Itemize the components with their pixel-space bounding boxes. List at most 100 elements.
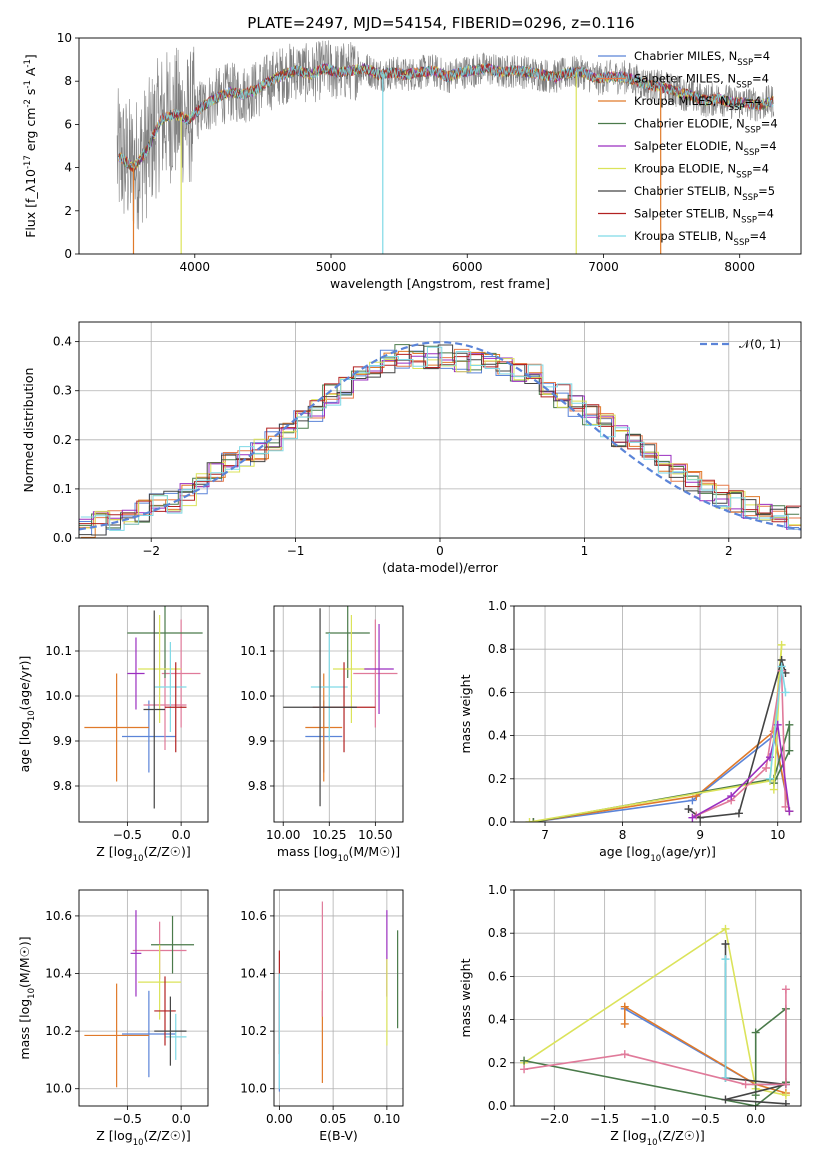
y-tick-label: 9.8 (53, 779, 72, 793)
axes-frame (78, 605, 209, 823)
weight-marker (721, 955, 730, 964)
y-tick-label: 0.3 (53, 384, 72, 398)
y-axis-label: mass weight (458, 958, 473, 1037)
axes-frame (78, 889, 209, 1107)
x-axis-label: Z [log10(Z/Z☉)] (610, 1128, 705, 1148)
legend-entry: Chabrier STELIB, NSSP​=5 (634, 184, 775, 203)
residual-histogram (80, 358, 801, 529)
weight-marker (620, 1002, 629, 1011)
residual-histogram (79, 344, 800, 536)
y-tick-label: 0 (64, 247, 72, 261)
y-tick-label: 10.4 (240, 967, 267, 981)
x-tick-label: −1 (287, 544, 305, 558)
weight-marker (529, 818, 538, 822)
y-tick-label: 10.0 (240, 689, 267, 703)
x-tick-label: 10.00 (266, 828, 300, 842)
weight-marker (721, 924, 730, 933)
weight-marker (620, 1019, 629, 1028)
x-tick-label: −0.5 (691, 1112, 720, 1126)
weight-line (533, 724, 791, 822)
y-tick-label: 10 (57, 31, 72, 45)
residual-panel: −2 −1 0 1 2 0.0 0.1 0.2 0.3 0.4 (data-model)/error… (21, 321, 802, 575)
x-tick-label: 0.0 (172, 828, 191, 842)
y-tick-label: 0.8 (488, 642, 507, 656)
weight-line (533, 729, 791, 822)
y-tick-label: 0.2 (488, 1056, 507, 1070)
error-bars (283, 606, 398, 807)
y-tick-label: 4 (64, 161, 72, 175)
x-tick-label: −1.5 (590, 1112, 619, 1126)
y-tick-label: 0.2 (53, 433, 72, 447)
y-tick-label: 0.1 (53, 482, 72, 496)
age-vs-Z-panel: −0.5 0.0 9.8 9.9 10.0 10.1 Z [log10(Z/Z☉)] age … (17, 605, 209, 864)
weight-marker (777, 640, 786, 649)
x-tick-label: 10.25 (312, 828, 346, 842)
y-tick-label: 10.6 (240, 909, 267, 923)
y-tick-label: 6 (64, 117, 72, 131)
y-tick-label: 9.8 (248, 779, 267, 793)
x-tick-label: 9 (696, 828, 704, 842)
y-tick-label: 8 (64, 74, 72, 88)
weight-marker (525, 818, 534, 822)
legend-entry: Kroupa STELIB, NSSP​=4 (634, 229, 766, 248)
residual-histogram (79, 353, 801, 525)
weight-marker (741, 1080, 750, 1089)
weight-line (523, 927, 787, 1096)
legend-entry: Salpeter STELIB, NSSP​=4 (634, 207, 774, 226)
axes-frame (78, 321, 802, 539)
residual-histogram (79, 353, 801, 530)
y-tick-label: 1.0 (488, 883, 507, 897)
y-tick-label: 9.9 (53, 734, 72, 748)
weight-marker (777, 662, 786, 671)
x-tick-label: 0.05 (320, 1112, 347, 1126)
weight-lines (525, 640, 794, 822)
y-axis-label: Normed distribution (21, 368, 36, 493)
weight-marker (751, 1028, 760, 1037)
weight-marker (785, 720, 794, 729)
x-tick-label: 8000 (724, 260, 755, 274)
x-axis-label: mass [log10(M/M☉)] (277, 844, 400, 864)
weight-marker (727, 792, 736, 801)
x-tick-label: −2 (142, 544, 160, 558)
weight-marker (781, 1080, 790, 1089)
y-tick-label: 10.0 (45, 689, 72, 703)
y-tick-label: 0.2 (488, 772, 507, 786)
model-spectrum (118, 63, 774, 172)
y-axis-label: Flux [f_λ10-17​ erg cm-2​ s-1​ A-1​] (23, 54, 38, 238)
x-tick-label: −1.0 (640, 1112, 669, 1126)
x-tick-label: 6000 (452, 260, 483, 274)
weight-marker (688, 813, 697, 822)
axes-frame (513, 605, 802, 823)
x-tick-label: 7000 (588, 260, 619, 274)
y-tick-label: 10.0 (240, 1082, 267, 1096)
y-axis-label: age [log10(age/yr)] (17, 656, 37, 773)
weight-marker (785, 807, 794, 816)
weight-marker (688, 796, 697, 805)
x-tick-label: 5000 (316, 260, 347, 274)
legend-entry: Salpeter MILES, NSSP​=4 (634, 72, 769, 91)
y-tick-label: 10.6 (45, 909, 72, 923)
x-tick-label: 0 (436, 544, 444, 558)
x-tick-label: 2 (725, 544, 733, 558)
weight-marker (781, 1091, 790, 1100)
x-tick-label: 10.50 (358, 828, 392, 842)
y-tick-label: 0.4 (53, 335, 72, 349)
legend-entry: Chabrier MILES, NSSP​=4 (634, 49, 770, 68)
histograms (79, 341, 801, 538)
residual-histogram (80, 346, 801, 531)
legend-entry: Chabrier ELODIE, NSSP​=4 (634, 117, 778, 136)
error-bars (84, 606, 203, 809)
x-axis-label: (data-model)/error (382, 560, 499, 575)
x-tick-label: 10 (770, 828, 785, 842)
y-tick-label: 9.9 (248, 734, 267, 748)
weight-marker (684, 805, 693, 814)
weight-marker (762, 764, 771, 772)
mass-vs-Z-panel: −0.5 0.0 10.0 10.2 10.4 10.6 Z [log10(Z/Z☉)] ma… (17, 889, 209, 1148)
weight-marker (781, 688, 790, 697)
weight-marker (769, 785, 778, 794)
legend-entry: Kroupa ELODIE, NSSP​=4 (634, 162, 769, 181)
weight-marker (734, 809, 743, 818)
legend-entry: Salpeter ELODIE, NSSP​=4 (634, 139, 777, 158)
legend-entry: Kroupa MILES, NSSP​=4 (634, 94, 761, 113)
